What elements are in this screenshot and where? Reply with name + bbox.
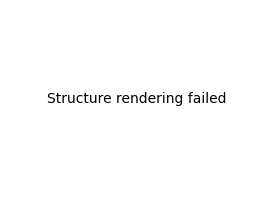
- Text: Structure rendering failed: Structure rendering failed: [47, 91, 226, 106]
